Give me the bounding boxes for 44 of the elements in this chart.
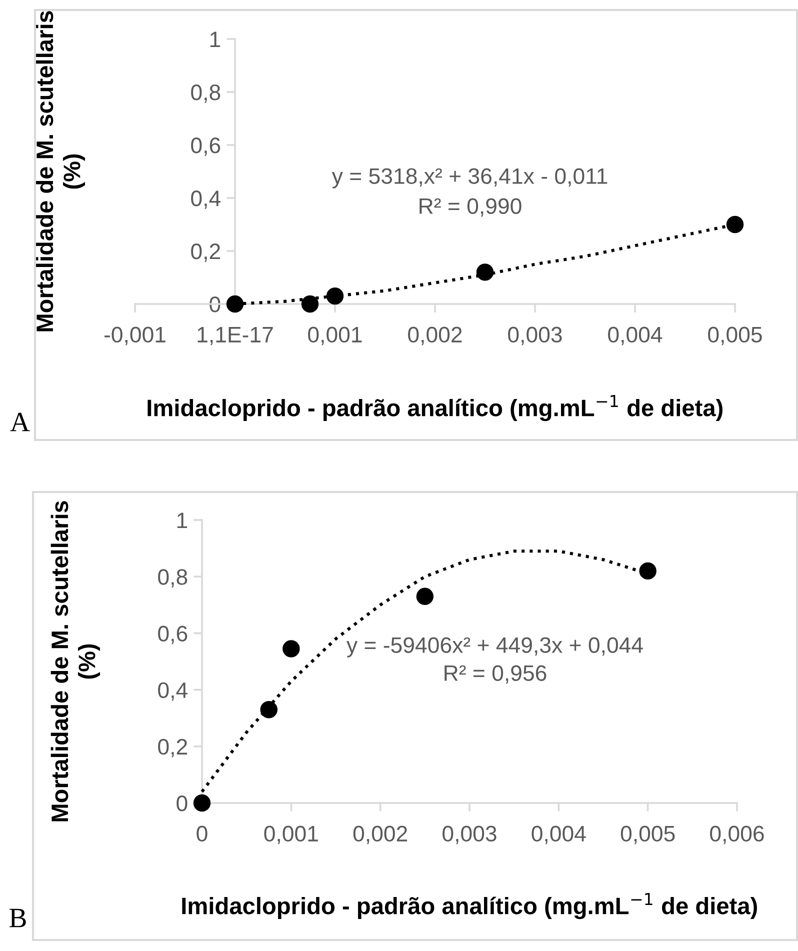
y-tick-label: 0,2 [191, 244, 220, 262]
y-tick-label: 0,6 [158, 626, 188, 644]
x-tick-label: 0,001 [308, 326, 362, 346]
x-tick-label: -0,001 [104, 326, 166, 346]
x-tick-label: 0,001 [264, 826, 318, 844]
text: B [10, 908, 26, 928]
annotation: y = 5318,x² + 36,41x - 0,011 [332, 168, 608, 188]
x-tick-label: 0,005 [708, 326, 762, 346]
y-tick-label: 0 [176, 796, 188, 812]
x-tick-label: 0,006 [710, 826, 764, 844]
annotation: R² = 0,956 [444, 665, 546, 684]
y-tick-label: 1 [210, 32, 220, 48]
x-axis-title: Imidacloprido - padrão analítico (mg.mL$^{−1}$ de dieta) [182, 893, 757, 920]
x-tick-label: 0,003 [442, 826, 496, 844]
x-tick-label: 0,002 [408, 326, 462, 346]
point [726, 216, 744, 234]
x-tick-label: 0,004 [608, 326, 662, 346]
annotation: y = -59406x² + 449,3x + 0,044 [346, 637, 643, 658]
y-tick-label: 0,6 [191, 138, 220, 156]
x-tick-label: 0,004 [532, 826, 586, 844]
point [282, 640, 300, 658]
x-axis-title: Imidacloprido - padrão analítico (mg.mL$^{−1}$ de dieta) [148, 395, 722, 422]
x-tick-label: 0,002 [353, 826, 408, 844]
x-tick-label: 0,003 [508, 326, 562, 346]
y-axis-title: Mortalidade de M. scutellaris (%) [36, 11, 85, 332]
x-tick-label: 0,005 [620, 826, 675, 844]
annotation: R² = 0,990 [420, 198, 522, 217]
y-tick-label: 0,2 [158, 738, 187, 758]
y-tick-label: 0,8 [191, 84, 220, 103]
y-tick-label: 0,4 [191, 190, 220, 209]
y-tick-label: 0,8 [158, 569, 188, 588]
point [639, 562, 656, 580]
text: A [10, 412, 30, 432]
x-tick-label: 1,1E-17 [198, 327, 273, 346]
y-tick-label: 1 [177, 512, 188, 528]
point [476, 264, 494, 281]
point [326, 287, 344, 305]
y-tick-label: 0,4 [158, 682, 188, 701]
y-axis-title: Mortalidade de M. scutellaris (%) [50, 501, 100, 822]
point [416, 588, 434, 606]
point [301, 295, 319, 313]
point [260, 700, 278, 718]
point [226, 295, 244, 313]
point [193, 794, 211, 812]
